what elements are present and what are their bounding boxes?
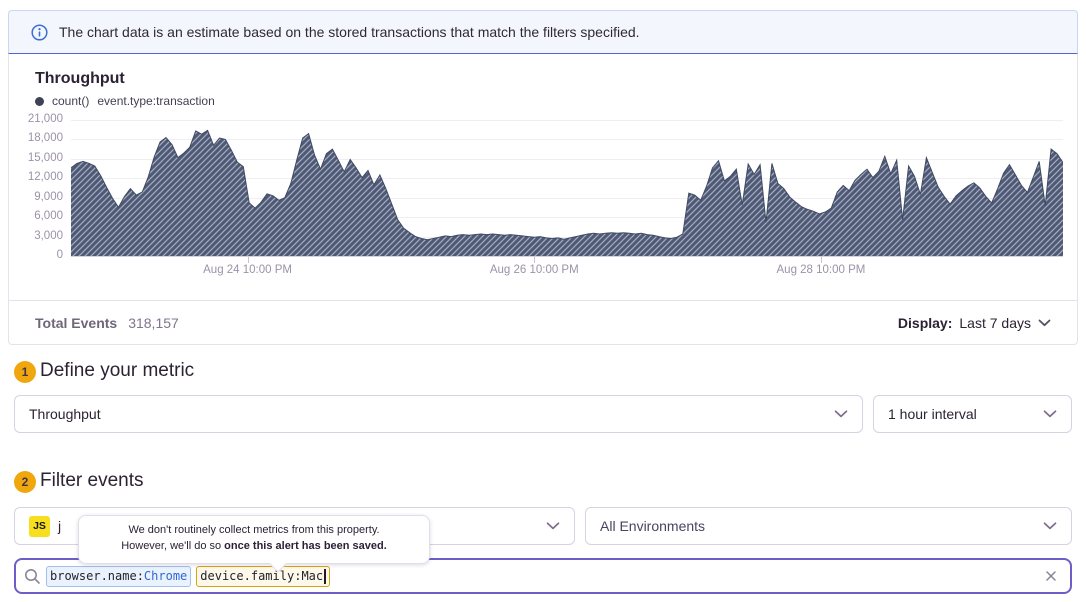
x-axis-label: Aug 26 10:00 PM	[489, 264, 579, 276]
display-value: Last 7 days	[959, 315, 1031, 331]
property-metrics-tooltip: We don't routinely collect metrics from …	[78, 515, 430, 573]
x-axis-label: Aug 24 10:00 PM	[203, 264, 292, 276]
chart-x-axis: Aug 24 10:00 PM Aug 26 10:00 PM Aug 28 10:…	[71, 264, 1063, 280]
step-2-badge: 2	[14, 471, 36, 493]
display-period-select[interactable]: Display: Last 7 days	[898, 315, 1051, 331]
chevron-down-icon	[1038, 319, 1051, 327]
banner-text: The chart data is an estimate based on t…	[59, 24, 640, 40]
metric-select-value: Throughput	[29, 406, 101, 422]
chart-legend: count() event.type:transaction	[35, 94, 215, 108]
project-select-value: j	[58, 518, 62, 534]
chevron-down-icon	[1043, 410, 1057, 418]
chart-title: Throughput	[35, 70, 125, 87]
tooltip-line2: However, we'll do so once this alert has…	[121, 539, 387, 552]
environment-select-value: All Environments	[600, 518, 706, 534]
javascript-platform-icon: JS	[29, 515, 50, 537]
total-events-label: Total Events	[35, 315, 118, 331]
chevron-down-icon	[1043, 522, 1057, 530]
legend-series-label: count()	[52, 94, 90, 108]
chart-panel: Throughput count() event.type:transactio…	[8, 54, 1078, 345]
chevron-down-icon	[834, 410, 848, 418]
text-cursor	[324, 568, 326, 584]
section-title-filter-events: Filter events	[40, 470, 144, 491]
chart-footer: Total Events 318,157 Display: Last 7 days	[9, 301, 1077, 345]
filter-token-device-family[interactable]: device.family: Mac	[196, 565, 330, 587]
panel-divider	[9, 300, 1077, 301]
x-axis-label: Aug 28 10:00 PM	[776, 264, 866, 276]
total-events-value: 318,157	[128, 315, 179, 331]
filter-search-input[interactable]: browser.name: Chrome device.family: Mac	[14, 558, 1072, 594]
search-icon	[24, 568, 41, 585]
section-title-define-metric: Define your metric	[40, 360, 195, 381]
info-icon	[31, 23, 48, 41]
interval-select[interactable]: 1 hour interval	[873, 395, 1072, 433]
environment-select[interactable]: All Environments	[585, 507, 1072, 545]
info-banner: The chart data is an estimate based on t…	[8, 10, 1078, 54]
legend-series-dot	[35, 96, 44, 106]
metric-select[interactable]: Throughput	[14, 395, 863, 433]
tooltip-line1: We don't routinely collect metrics from …	[128, 524, 380, 536]
step-1-badge: 1	[14, 361, 36, 383]
interval-select-value: 1 hour interval	[888, 406, 977, 422]
legend-query-label: event.type:transaction	[97, 94, 215, 108]
chart-y-axis: 0 3,000 6,000 9,000 12,000 15,000 18,000 21,000	[27, 113, 63, 261]
clear-search-icon[interactable]	[1044, 569, 1058, 583]
display-label: Display:	[897, 315, 953, 331]
filter-token-browser-name[interactable]: browser.name: Chrome	[46, 565, 192, 587]
throughput-chart	[71, 120, 1063, 263]
total-events: Total Events 318,157	[35, 315, 179, 331]
chevron-down-icon	[546, 522, 560, 530]
